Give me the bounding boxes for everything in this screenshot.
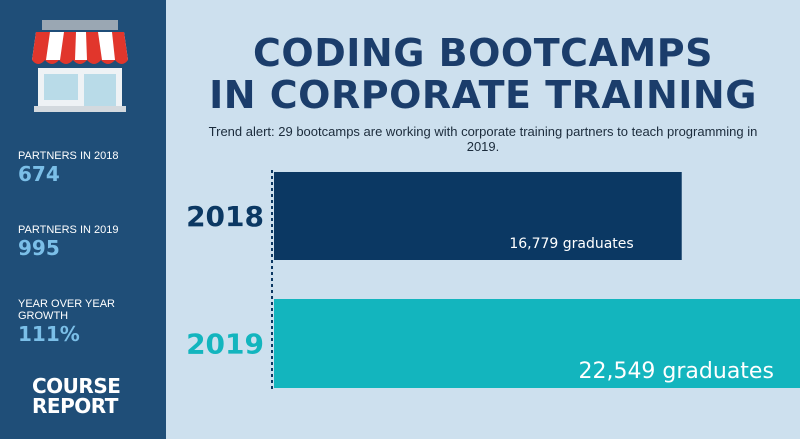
stat-label: PARTNERS IN 2018 <box>18 150 119 162</box>
category-label-2019: 2019 <box>186 328 264 361</box>
course-report-logo: COURSE REPORT <box>32 374 121 418</box>
bar-2019 <box>274 299 800 388</box>
logo-line: REPORT <box>32 394 118 418</box>
stat-label: PARTNERS IN 2019 <box>18 224 119 236</box>
stat-partners-2019: PARTNERS IN 2019 995 <box>18 224 158 259</box>
storefront-icon <box>32 20 128 112</box>
bar-chart: 2018 16,779 graduates 2019 22,549 graduates <box>186 170 800 390</box>
stat-yoy-growth: YEAR OVER YEAR GROWTH 111% <box>18 298 158 345</box>
chart-title: CODING BOOTCAMPS IN CORPORATE TRAINING <box>166 32 800 116</box>
stat-label: YEAR OVER YEAR GROWTH <box>18 298 115 322</box>
data-label-2019: 22,549 graduates <box>578 359 773 384</box>
stat-value: 674 <box>18 162 60 186</box>
stat-value: 111% <box>18 322 80 346</box>
chart-subtitle: Trend alert: 29 bootcamps are working wi… <box>208 124 758 154</box>
logo-line: COURSE <box>32 374 121 398</box>
stat-value: 995 <box>18 236 60 260</box>
bar-2018 <box>274 172 682 260</box>
stat-partners-2018: PARTNERS IN 2018 674 <box>18 150 158 185</box>
category-label-2018: 2018 <box>186 200 264 233</box>
title-line: CODING BOOTCAMPS <box>253 31 713 75</box>
data-label-2018: 16,779 graduates <box>509 236 633 252</box>
title-line: IN CORPORATE TRAINING <box>209 73 757 117</box>
sidebar: PARTNERS IN 2018 674 PARTNERS IN 2019 99… <box>0 0 166 439</box>
